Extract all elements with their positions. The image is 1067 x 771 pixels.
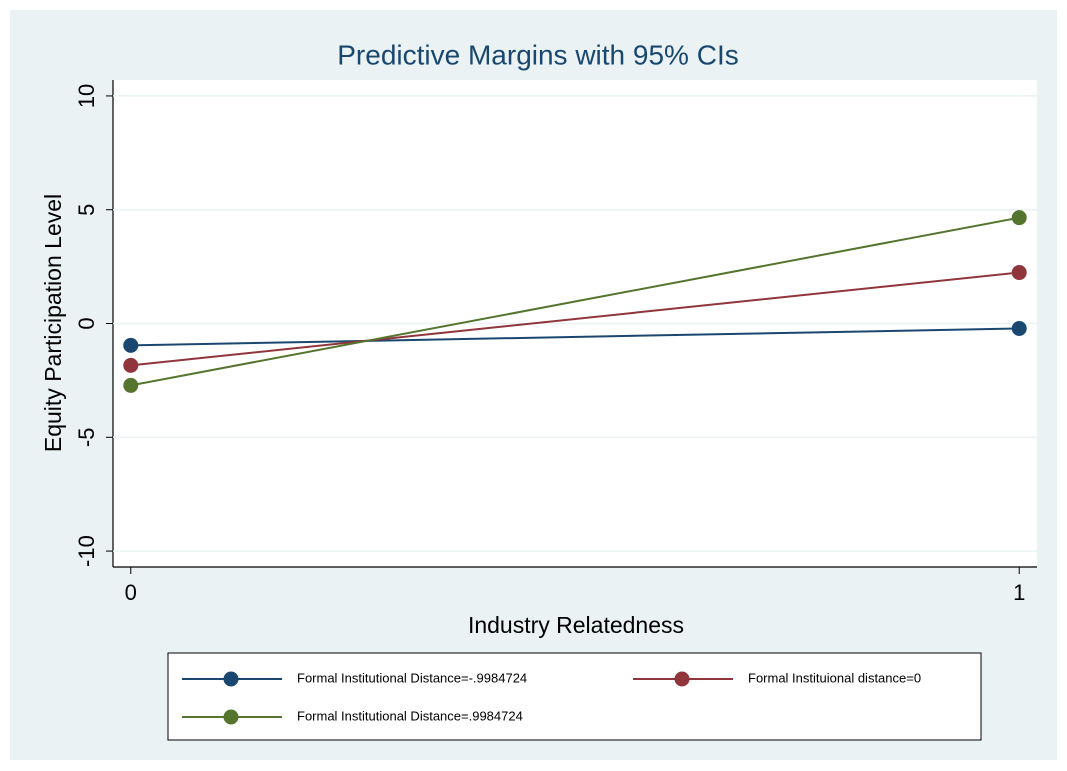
legend-marker [223, 671, 239, 687]
y-tick-label: -5 [74, 428, 99, 448]
point [1011, 265, 1027, 281]
y-tick-label: 10 [74, 84, 99, 108]
point [1011, 321, 1027, 337]
series-line [130, 216, 1020, 387]
y-axis-label: Equity Participation Level [40, 194, 66, 452]
chart-title: Predictive Margins with 95% CIs [337, 39, 738, 70]
x-axis-label: Industry Relatedness [468, 612, 684, 638]
legend-label: Formal Instituional distance=0 [748, 670, 921, 685]
x-tick-label: 1 [1013, 580, 1025, 605]
legend-marker [223, 709, 239, 725]
legend-marker [674, 671, 690, 687]
legend [167, 652, 982, 741]
point [123, 357, 139, 373]
series-line [130, 327, 1020, 347]
series-line [130, 271, 1020, 367]
y-tick-label: 0 [74, 317, 99, 329]
point [123, 337, 139, 353]
y-tick-label: 5 [74, 204, 99, 216]
x-tick-label: 0 [125, 580, 137, 605]
point [123, 377, 139, 393]
y-tick-label: -10 [74, 535, 99, 567]
point [1011, 210, 1027, 226]
legend-label: Formal Institutional Distance=.9984724 [297, 708, 523, 723]
legend-label: Formal Institutional Distance=-.9984724 [297, 670, 527, 685]
